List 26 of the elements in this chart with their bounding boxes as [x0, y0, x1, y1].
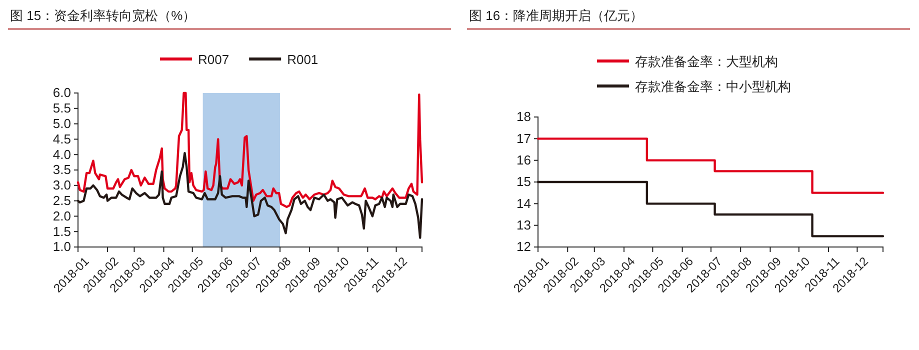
y-tick-label: 6.0 [52, 85, 71, 100]
line-series [76, 92, 424, 208]
line-series [76, 152, 424, 239]
y-tick-label: 16 [516, 152, 531, 168]
y-tick-label: 4.0 [52, 146, 71, 162]
y-tick-label: 17 [516, 130, 531, 146]
y-tick-label: 13 [516, 217, 531, 232]
legend-label: 存款准备金率：大型机构 [635, 54, 778, 69]
legend-label: R001 [287, 52, 318, 67]
y-tick-label: 1.5 [52, 224, 71, 239]
legend-label: R007 [198, 52, 230, 67]
y-tick-label: 5.5 [52, 100, 71, 116]
y-tick-label: 2.5 [52, 192, 71, 208]
y-tick-label: 4.5 [52, 131, 71, 146]
y-tick-label: 5.0 [52, 116, 71, 131]
chart-title: 图 16：降准周期开启（亿元） [469, 8, 644, 23]
y-tick-label: 18 [516, 109, 531, 124]
y-tick-label: 1.0 [52, 239, 71, 254]
y-tick-label: 14 [516, 196, 531, 211]
chart-title: 图 15：资金利率转向宽松（%） [10, 8, 196, 23]
y-tick-label: 15 [516, 174, 531, 190]
y-tick-label: 2.0 [52, 208, 71, 224]
y-tick-label: 3.0 [52, 178, 71, 193]
y-tick-label: 12 [516, 239, 531, 254]
y-tick-label: 3.5 [52, 162, 71, 178]
legend-label: 存款准备金率：中小型机构 [635, 79, 791, 94]
